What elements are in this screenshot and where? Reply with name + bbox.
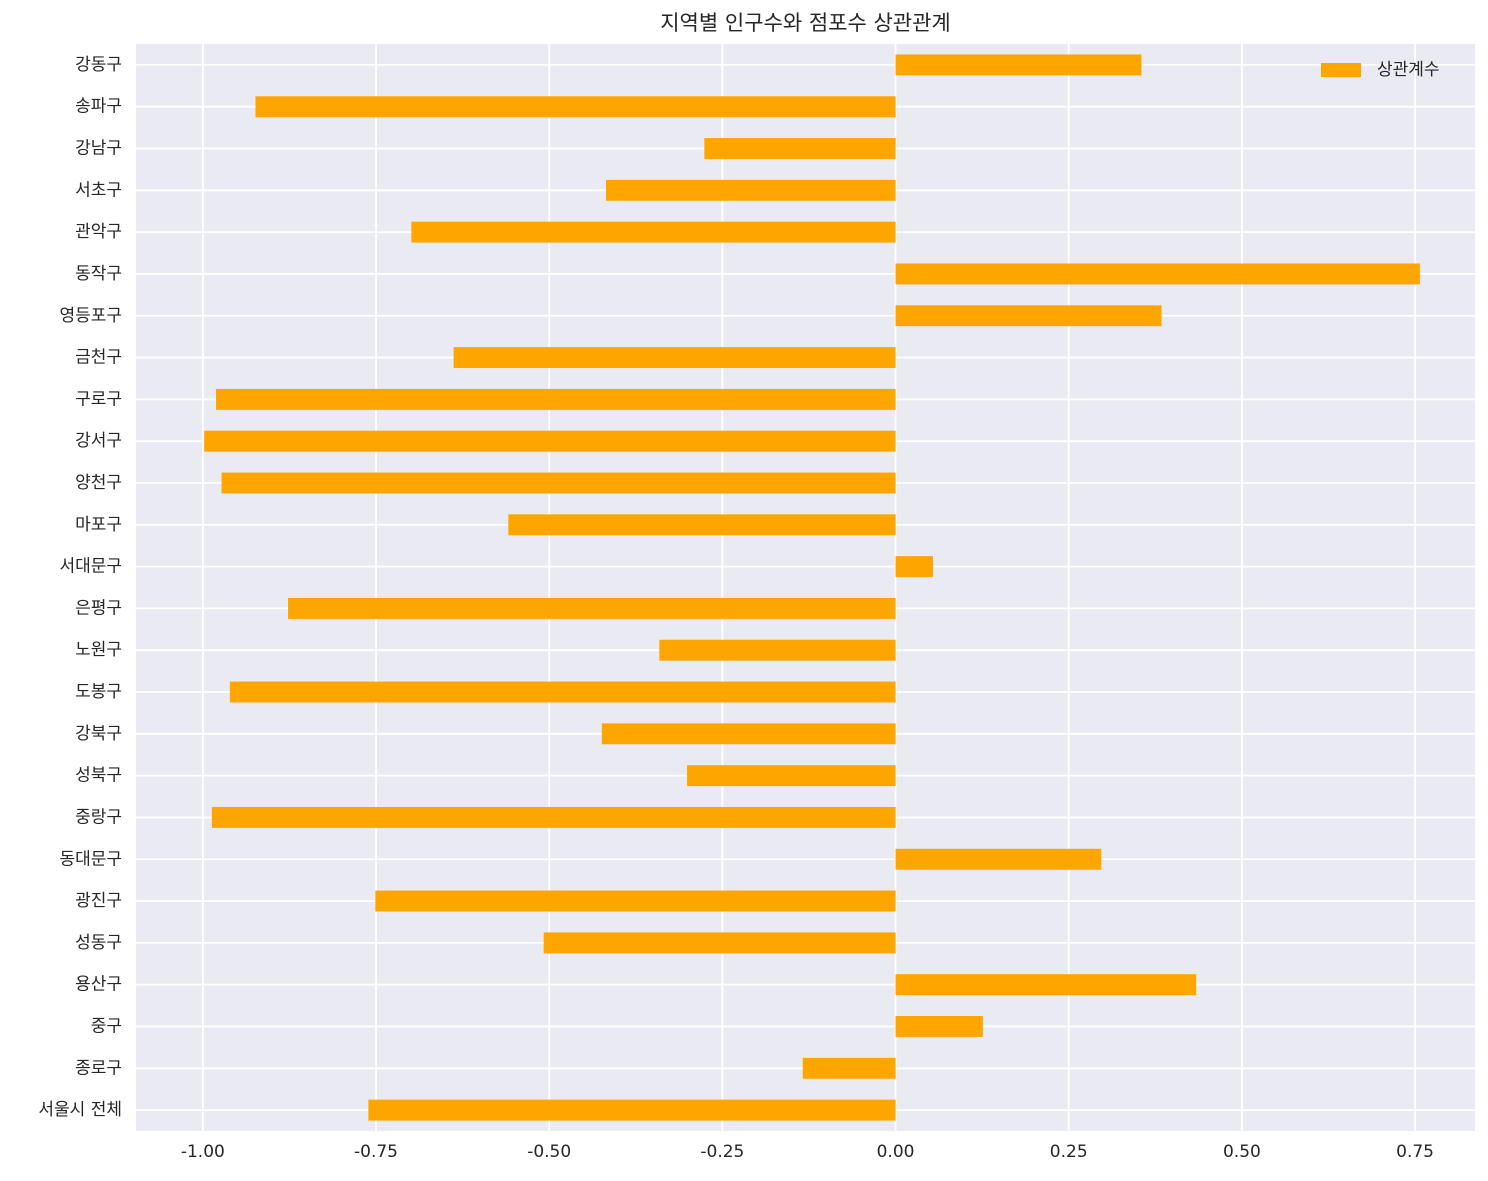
bar-광진구 [375,890,896,912]
bar-구로구 [216,388,896,410]
y-tick-label: 노원구 [75,640,122,660]
bar-영등포구 [895,305,1162,327]
y-tick-label: 양천구 [75,473,122,493]
bar-강북구 [601,723,896,745]
y-tick-label: 강서구 [75,431,122,451]
x-tick-label: -0.50 [527,1142,571,1162]
bar-서초구 [606,179,896,201]
x-tick-label: 0.75 [1396,1142,1434,1162]
y-tick-label: 중구 [91,1016,122,1036]
bar-관악구 [411,221,896,243]
bar-송파구 [255,96,896,118]
bar-성동구 [543,932,896,954]
y-tick-labels: 강동구송파구강남구서초구관악구동작구영등포구금천구구로구강서구양천구마포구서대문… [38,55,122,1120]
bar-중구 [895,1016,983,1037]
bar-은평구 [288,597,896,619]
x-tick-label: 0.25 [1050,1142,1088,1162]
y-tick-label: 서울시 전체 [38,1100,122,1120]
x-tick-label: 0.00 [877,1142,915,1162]
y-tick-label: 광진구 [75,891,122,911]
bar-서대문구 [895,556,933,578]
y-tick-label: 구로구 [75,389,122,409]
y-tick-label: 영등포구 [59,306,122,326]
y-tick-label: 마포구 [75,515,122,535]
bar-마포구 [508,514,896,536]
y-tick-label: 성동구 [75,933,122,953]
y-tick-label: 송파구 [75,97,122,117]
legend-label: 상관계수 [1377,60,1440,80]
bar-용산구 [895,974,1197,996]
bar-강동구 [895,54,1142,76]
y-tick-label: 강남구 [75,139,122,159]
x-tick-label: -0.75 [354,1142,398,1162]
y-tick-label: 금천구 [75,348,122,368]
y-tick-label: 관악구 [75,222,122,242]
bar-중랑구 [211,806,896,828]
y-tick-label: 용산구 [75,975,122,995]
plot-area [136,44,1475,1131]
y-tick-label: 동대문구 [59,849,122,869]
bar-동대문구 [895,848,1102,870]
x-tick-labels: -1.00 -0.75 -0.50 -0.25 0.00 0.25 0.50 0.75 [181,1142,1434,1162]
y-tick-label: 강북구 [75,724,122,744]
x-tick-label: -0.25 [700,1142,744,1162]
bar-강서구 [204,430,896,452]
y-tick-label: 동작구 [75,264,122,284]
bar-동작구 [895,263,1420,285]
x-tick-label: -1.00 [181,1142,225,1162]
bar-도봉구 [229,681,896,703]
y-tick-label: 서대문구 [59,557,122,577]
y-tick-label: 성북구 [75,766,122,786]
bar-금천구 [453,347,896,369]
x-tick-label: 0.50 [1223,1142,1261,1162]
bar-강남구 [704,138,896,159]
legend: 상관계수 [1321,60,1440,80]
bar-서울시 전체 [368,1099,896,1121]
bar-양천구 [221,472,896,494]
legend-swatch [1321,63,1361,77]
y-tick-label: 중랑구 [75,807,122,827]
chart-title: 지역별 인구수와 점포수 상관관계 [660,11,951,35]
bars [204,54,1420,1121]
y-tick-label: 서초구 [75,180,122,200]
y-tick-label: 종로구 [75,1058,122,1078]
bar-성북구 [687,765,896,787]
y-tick-label: 도봉구 [75,682,122,702]
bar-노원구 [659,639,896,661]
y-tick-label: 은평구 [75,598,122,618]
y-tick-label: 강동구 [75,55,122,75]
bar-종로구 [802,1057,896,1079]
